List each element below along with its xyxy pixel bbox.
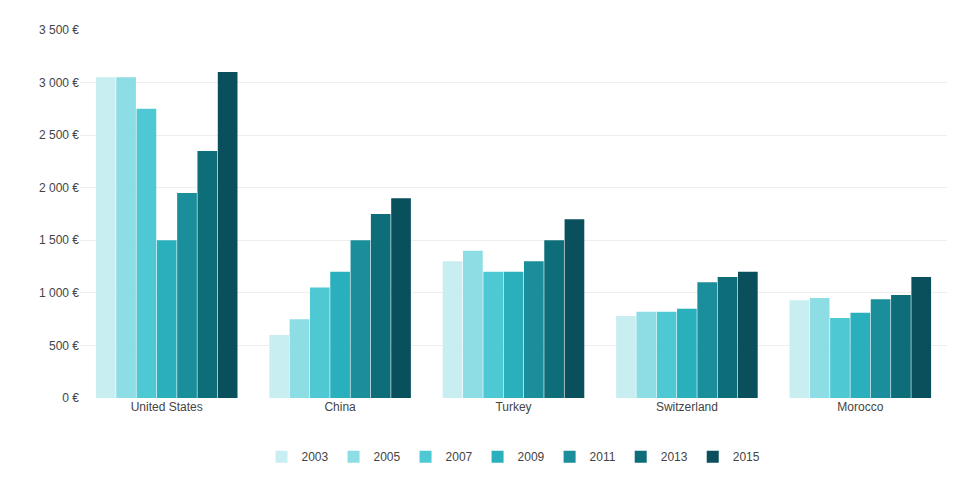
svg-text:2 000 €: 2 000 € bbox=[39, 181, 79, 195]
svg-text:3 500 €: 3 500 € bbox=[39, 23, 79, 37]
svg-text:United States: United States bbox=[131, 400, 203, 414]
svg-text:2007: 2007 bbox=[446, 450, 473, 464]
svg-text:1 500 €: 1 500 € bbox=[39, 233, 79, 247]
svg-text:2 500 €: 2 500 € bbox=[39, 128, 79, 142]
svg-text:2013: 2013 bbox=[661, 450, 688, 464]
svg-text:Morocco: Morocco bbox=[837, 400, 883, 414]
svg-text:Turkey: Turkey bbox=[495, 400, 531, 414]
svg-text:0 €: 0 € bbox=[62, 391, 79, 405]
svg-text:2011: 2011 bbox=[590, 450, 616, 464]
svg-text:2005: 2005 bbox=[374, 450, 401, 464]
svg-text:Switzerland: Switzerland bbox=[656, 400, 718, 414]
svg-text:2003: 2003 bbox=[302, 450, 329, 464]
svg-text:1 000 €: 1 000 € bbox=[39, 286, 79, 300]
svg-text:China: China bbox=[324, 400, 356, 414]
svg-text:2009: 2009 bbox=[518, 450, 545, 464]
svg-text:3 000 €: 3 000 € bbox=[39, 76, 79, 90]
svg-text:2015: 2015 bbox=[733, 450, 760, 464]
svg-text:500 €: 500 € bbox=[49, 339, 79, 353]
